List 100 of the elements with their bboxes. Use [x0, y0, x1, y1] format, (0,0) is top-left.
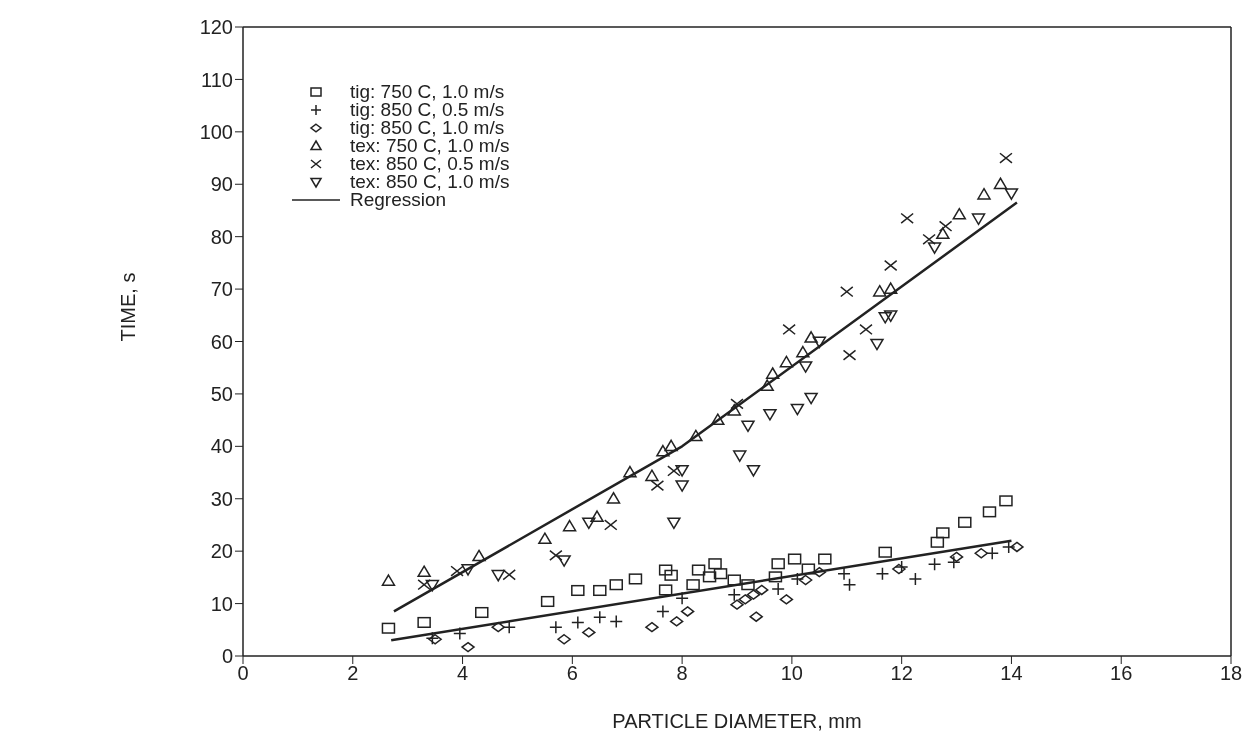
point: [798, 361, 813, 373]
point: [900, 212, 914, 224]
point: [571, 615, 585, 630]
point: [837, 566, 851, 581]
point: [417, 565, 431, 578]
point: [754, 584, 769, 596]
point: [878, 546, 892, 558]
point: [702, 571, 717, 583]
point: [491, 569, 505, 582]
point: [582, 517, 596, 530]
point: [812, 566, 827, 578]
x-axis-title: PARTICLE DIAMETER, mm: [612, 710, 862, 732]
point: [658, 564, 673, 576]
point: [656, 604, 670, 619]
y-tick-label: 20: [210, 540, 233, 563]
point: [958, 516, 972, 528]
point: [381, 574, 396, 586]
x-tick-label: 10: [780, 662, 804, 685]
point: [656, 444, 670, 457]
point: [675, 480, 689, 492]
point: [1004, 188, 1019, 200]
point: [842, 577, 857, 592]
point: [1010, 541, 1024, 553]
point: [768, 571, 783, 583]
point: [763, 408, 777, 421]
point: [623, 465, 637, 478]
point: [727, 587, 742, 602]
point: [645, 621, 659, 633]
point: [667, 517, 681, 530]
point: [658, 584, 673, 596]
point: [801, 563, 816, 575]
y-tick-label: 110: [201, 68, 233, 91]
point: [691, 564, 706, 576]
point: [732, 450, 747, 462]
point: [971, 213, 986, 226]
point: [993, 177, 1008, 190]
point: [818, 553, 832, 565]
x-tick-label: 6: [566, 662, 578, 685]
point: [606, 492, 621, 504]
point: [883, 259, 898, 272]
point: [557, 555, 571, 567]
point: [872, 284, 887, 297]
x-tick-label: 0: [237, 662, 249, 685]
point: [664, 569, 678, 581]
point: [749, 611, 763, 622]
point: [927, 242, 942, 254]
point: [985, 546, 999, 561]
point: [804, 331, 818, 343]
point: [593, 610, 607, 624]
point: [604, 519, 618, 531]
y-tick-label: 60: [210, 330, 233, 353]
point: [669, 616, 684, 627]
point: [952, 207, 967, 220]
point: [746, 464, 761, 477]
point: [741, 579, 755, 591]
y-tick-label: 70: [210, 278, 233, 301]
y-tick-label: 10: [210, 592, 233, 615]
point: [927, 557, 942, 572]
point: [461, 641, 475, 653]
x-tick-label: 14: [1000, 662, 1023, 685]
point: [381, 622, 396, 634]
point: [708, 558, 722, 570]
x-tick-label: 12: [890, 662, 913, 685]
x-tick-label: 4: [456, 662, 469, 685]
point: [870, 338, 884, 351]
point: [1001, 540, 1016, 554]
point: [840, 286, 854, 298]
x-tick-label: 2: [347, 662, 359, 685]
point: [645, 469, 659, 482]
point: [765, 367, 780, 379]
point: [930, 536, 945, 548]
point: [540, 595, 555, 608]
point: [417, 616, 431, 628]
point: [562, 519, 577, 532]
point: [982, 506, 997, 518]
point: [859, 323, 873, 335]
point: [472, 549, 486, 562]
y-tick-label: 100: [199, 120, 233, 143]
point: [796, 345, 810, 358]
y-tick-label: 40: [210, 435, 233, 458]
point: [686, 579, 700, 591]
point: [538, 532, 552, 545]
point: [938, 220, 953, 232]
point: [977, 187, 991, 200]
point: [680, 606, 695, 617]
point: [675, 464, 689, 477]
point: [787, 553, 802, 565]
point: [502, 569, 516, 581]
point: [798, 574, 813, 586]
point: [590, 510, 604, 523]
y-tick-label: 80: [210, 225, 233, 248]
x-tick-label: 18: [1219, 662, 1243, 685]
point: [779, 594, 794, 605]
point: [782, 323, 796, 335]
point: [741, 420, 755, 433]
y-tick-label: 50: [210, 383, 233, 406]
point: [713, 568, 728, 580]
point: [664, 439, 678, 452]
point: [675, 591, 689, 606]
point: [571, 584, 585, 597]
